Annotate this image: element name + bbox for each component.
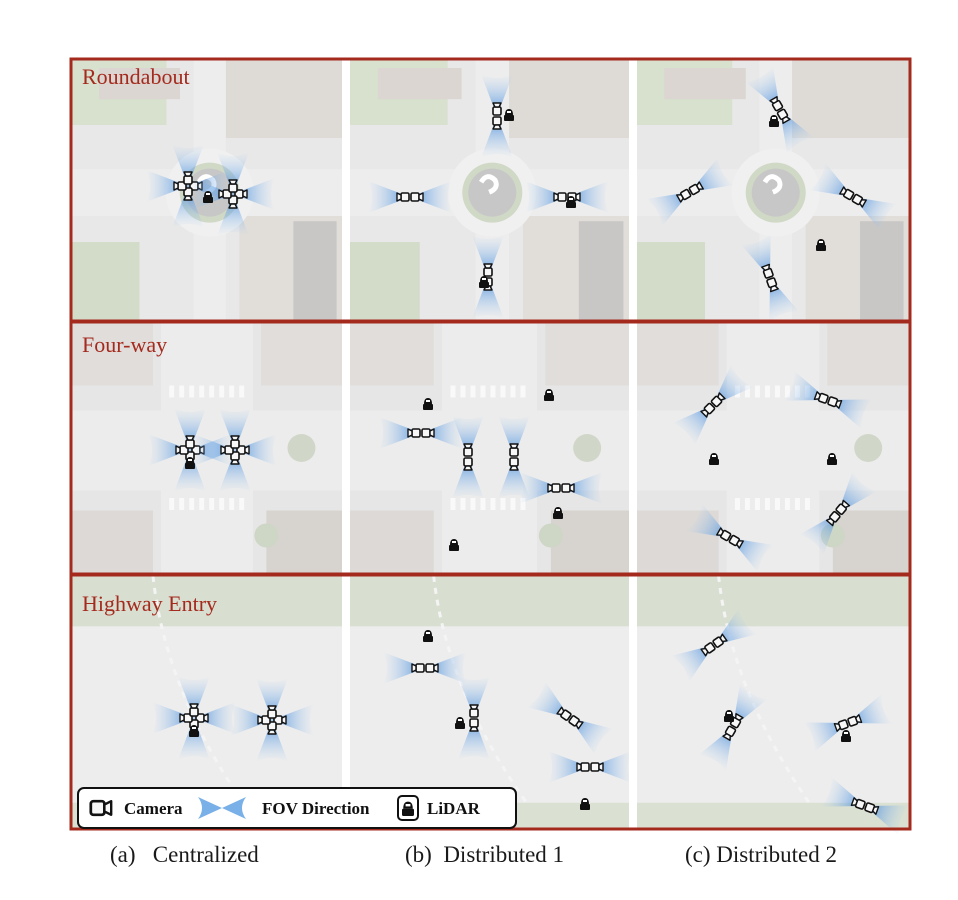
row-label-roundabout: Roundabout <box>82 64 190 89</box>
lidar-icon <box>397 795 419 821</box>
fov-icon <box>198 797 246 819</box>
column-gap <box>342 59 350 829</box>
legend-fov-label: FOV Direction <box>262 799 370 818</box>
caption-centralized: (a) Centralized <box>110 842 259 867</box>
camera-icon <box>553 192 567 202</box>
camera-icon <box>469 704 479 718</box>
highway-entry-scene-2-0 <box>72 575 342 829</box>
camera-icon <box>469 718 479 732</box>
camera-icon <box>425 663 439 673</box>
camera-icon <box>547 483 561 493</box>
legend-camera-label: Camera <box>124 799 183 818</box>
row-label-four-way: Four-way <box>82 332 167 357</box>
roundabout-scene-0-2 <box>637 60 909 320</box>
camera-icon <box>483 263 493 277</box>
camera-icon <box>267 705 277 719</box>
camera-icon <box>89 799 113 817</box>
camera-icon <box>561 483 575 493</box>
camera-icon <box>509 457 519 471</box>
camera-icon <box>396 192 410 202</box>
legend: Camera FOV Direction LiDAR <box>77 787 517 829</box>
camera-icon <box>407 428 421 438</box>
camera-icon <box>590 762 604 772</box>
camera-icon <box>189 703 199 717</box>
camera-icon <box>230 435 240 449</box>
camera-icon <box>410 192 424 202</box>
camera-icon <box>421 428 435 438</box>
camera-icon <box>185 435 195 449</box>
four-way-scene-1-0 <box>72 323 342 573</box>
row-label-highway-entry: Highway Entry <box>82 591 217 616</box>
caption-distributed-2: (c) Distributed 2 <box>685 842 838 867</box>
camera-icon <box>463 443 473 457</box>
camera-icon <box>509 443 519 457</box>
camera-icon <box>228 179 238 193</box>
camera-icon <box>463 457 473 471</box>
legend-lidar-label: LiDAR <box>427 799 481 818</box>
camera-icon <box>411 663 425 673</box>
camera-icon <box>183 171 193 185</box>
four-way-scene-1-1 <box>350 323 629 573</box>
camera-icon <box>576 762 590 772</box>
four-way-scene-1-2 <box>637 323 909 573</box>
column-gap <box>629 59 637 829</box>
caption-distributed-1: (b) Distributed 1 <box>405 842 565 867</box>
camera-icon <box>492 116 502 130</box>
camera-icon <box>492 102 502 116</box>
highway-entry-scene-2-1 <box>350 575 629 829</box>
